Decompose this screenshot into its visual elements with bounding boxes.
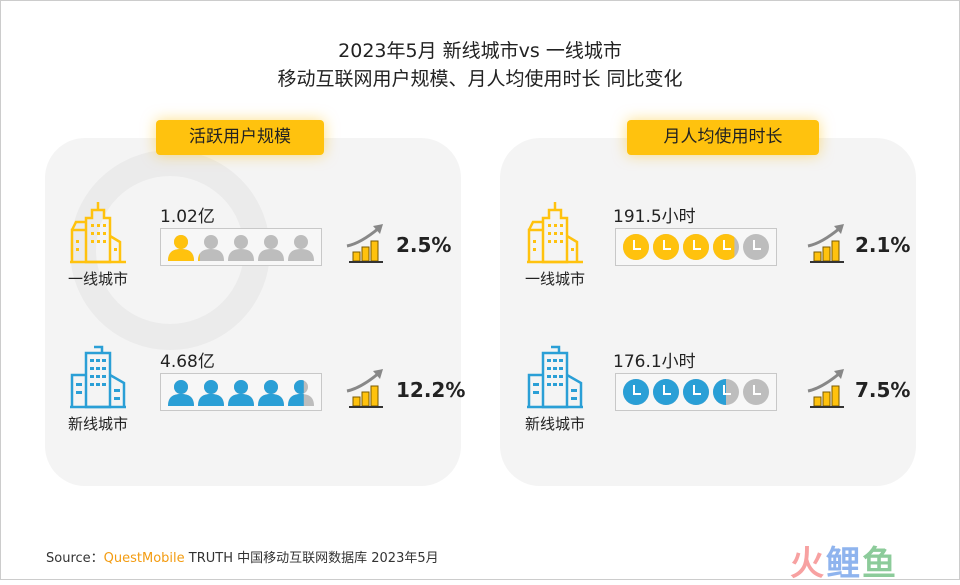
city-label: 一线城市 xyxy=(67,270,128,288)
growth-percent: 12.2% xyxy=(396,378,466,402)
person-icon xyxy=(168,235,194,261)
source-brand: QuestMobile xyxy=(103,551,185,566)
clock-icon xyxy=(743,379,769,405)
growth-percent: 2.1% xyxy=(855,233,911,257)
value: 4.68亿 xyxy=(160,352,215,372)
person-icon xyxy=(258,380,284,406)
value: 176.1小时 xyxy=(613,352,696,372)
person-icon xyxy=(288,380,314,406)
source: Source：QuestMobile TRUTH 中国移动互联网数据库 2023… xyxy=(46,547,439,566)
clock-icon xyxy=(623,379,649,405)
person-icon xyxy=(288,235,314,261)
label-active-users: 活跃用户规模 xyxy=(156,120,324,155)
growth-chart-icon xyxy=(806,222,848,264)
growth-chart-icon xyxy=(345,222,387,264)
person-icon xyxy=(258,235,284,261)
growth-chart-icon xyxy=(345,367,387,409)
city-label: 一线城市 xyxy=(524,270,585,288)
person-icon xyxy=(168,380,194,406)
logo-char: 鱼 xyxy=(862,544,898,584)
panel-usage-time xyxy=(500,138,916,486)
clock-icon xyxy=(713,234,739,260)
clock-icon xyxy=(713,379,739,405)
person-icon xyxy=(198,235,224,261)
value: 191.5小时 xyxy=(613,207,696,227)
clock-icon xyxy=(653,234,679,260)
unit-bar xyxy=(160,373,322,411)
logo-char: 鲤 xyxy=(826,544,862,584)
person-icon xyxy=(198,380,224,406)
city-label: 新线城市 xyxy=(524,415,585,433)
unit-bar xyxy=(160,228,322,266)
tier1-building-icon xyxy=(68,200,128,264)
growth-chart-icon xyxy=(806,367,848,409)
value: 1.02亿 xyxy=(160,207,215,227)
clock-icon xyxy=(623,234,649,260)
new-tier-building-icon xyxy=(68,345,128,409)
clock-icon xyxy=(683,234,709,260)
person-icon xyxy=(228,380,254,406)
unit-bar xyxy=(615,373,777,411)
growth-percent: 7.5% xyxy=(855,378,911,402)
clock-icon xyxy=(653,379,679,405)
tier1-building-icon xyxy=(525,200,585,264)
title-line1: 2023年5月 新线城市vs 一线城市 xyxy=(338,40,622,62)
label-usage-time: 月人均使用时长 xyxy=(627,120,819,155)
logo-char: 火 xyxy=(790,544,826,584)
source-label: Source： xyxy=(46,551,104,566)
clock-icon xyxy=(683,379,709,405)
unit-bar xyxy=(615,228,777,266)
clock-icon xyxy=(743,234,769,260)
city-label: 新线城市 xyxy=(67,415,128,433)
person-icon xyxy=(228,235,254,261)
logo: 火鲤鱼 xyxy=(790,536,898,585)
new-tier-building-icon xyxy=(525,345,585,409)
title-line2: 移动互联网用户规模、月人均使用时长 同比变化 xyxy=(277,68,683,90)
growth-percent: 2.5% xyxy=(396,233,452,257)
source-text: TRUTH 中国移动互联网数据库 2023年5月 xyxy=(188,551,439,566)
